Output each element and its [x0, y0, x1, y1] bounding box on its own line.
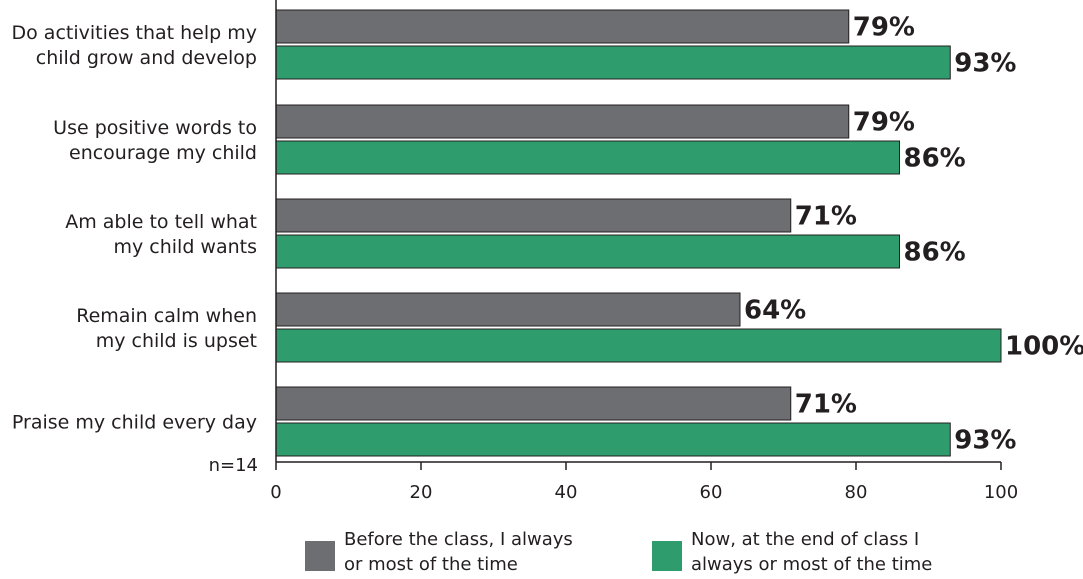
bar-series1-cat1 [275, 9, 850, 44]
bar-series2-cat1 [275, 45, 951, 80]
category-label: Praise my child every day [12, 412, 257, 434]
bar-series2-cat2 [275, 140, 900, 175]
x-tick-label: 40 [555, 482, 578, 503]
value-label: 86% [904, 144, 966, 174]
legend-label-series1: Before the class, I always or most of the… [344, 529, 573, 575]
value-label: 93% [954, 426, 1016, 456]
legend-swatch-series1 [305, 541, 335, 571]
value-label: 71% [795, 390, 857, 420]
value-label: 79% [853, 108, 915, 138]
bar-series2-cat3 [275, 234, 900, 269]
value-label: 86% [904, 238, 966, 268]
category-label: Remain calm when my child is upset [76, 305, 257, 352]
value-label: 71% [795, 202, 857, 232]
sample-size-note: n=14 [209, 455, 258, 476]
x-tick-label: 80 [845, 482, 868, 503]
bar-series1-cat2 [275, 104, 850, 139]
legend: Before the class, I always or most of the… [305, 529, 932, 575]
value-label: 79% [853, 13, 915, 43]
category-label: Am able to tell what my child wants [65, 211, 257, 258]
legend-swatch-series2 [652, 541, 682, 571]
x-axis: 0 20 40 60 80 100 [270, 0, 1018, 503]
x-tick-label: 20 [410, 482, 433, 503]
category-label: Use positive words to encourage my child [53, 117, 257, 164]
bar-series1-cat3 [275, 198, 792, 233]
value-label: 64% [744, 296, 806, 326]
value-label: 100% [1005, 332, 1083, 362]
value-label: 93% [954, 49, 1016, 79]
x-tick-label: 0 [270, 482, 281, 503]
bar-series2-cat4 [275, 328, 1002, 363]
x-tick-label: 100 [984, 482, 1018, 503]
bar-series1-cat4 [275, 292, 741, 327]
bar-series1-cat5 [275, 386, 792, 421]
category-label: Do activities that help my child grow and… [12, 22, 257, 69]
bar-series2-cat5 [275, 422, 951, 457]
category-labels: Do activities that help my child grow and… [12, 22, 257, 434]
bars-layer: 79% 93% 79% 86% 71% 86% 64% 100% 71% 93% [275, 9, 1083, 457]
x-tick-label: 60 [700, 482, 723, 503]
